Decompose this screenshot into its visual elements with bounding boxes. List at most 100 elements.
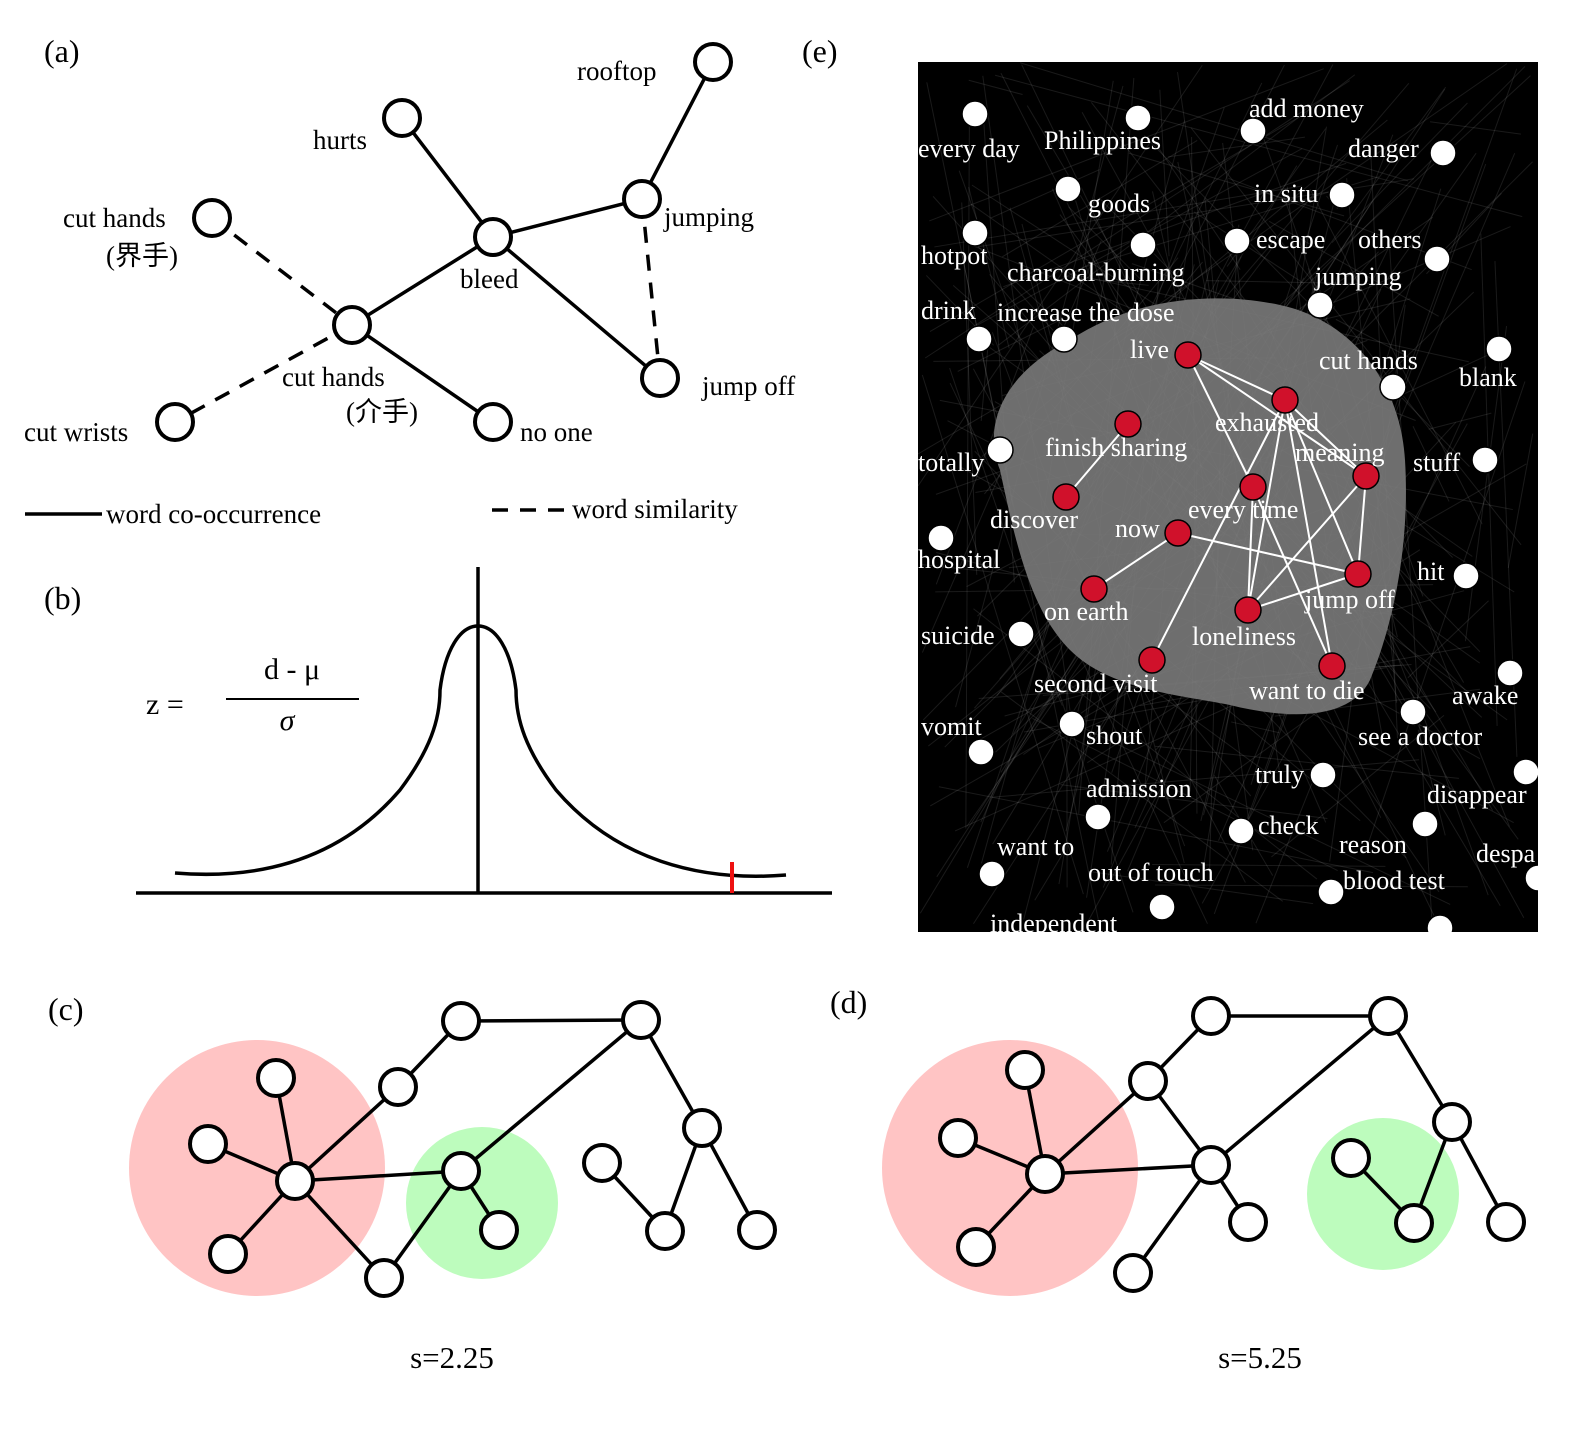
community-hull bbox=[993, 298, 1406, 715]
label-despa: despa bbox=[1476, 839, 1536, 868]
node-vomit bbox=[967, 738, 995, 766]
similarity-edge-jump bbox=[640, 198, 662, 379]
panel-d: (d) bbox=[830, 984, 1526, 1375]
node-cut-hands-2 bbox=[332, 305, 372, 345]
node-disappear bbox=[1512, 758, 1538, 786]
label-no-one: no one bbox=[520, 417, 593, 447]
panel-e-label: (e) bbox=[802, 33, 838, 69]
label-danger: danger bbox=[1348, 134, 1419, 163]
legend-similarity: word similarity bbox=[572, 494, 738, 524]
label-cut-wrists: cut wrists bbox=[24, 417, 128, 447]
node-cut-hands bbox=[1379, 373, 1407, 401]
highlight-node-want-to-die bbox=[1318, 652, 1346, 680]
node-goods bbox=[1054, 175, 1082, 203]
label-cut-hands-1: cut hands bbox=[63, 203, 166, 233]
label-hospital: hospital bbox=[918, 545, 1000, 574]
label-cut-hands: cut hands bbox=[1319, 346, 1418, 375]
node-others bbox=[1423, 245, 1451, 273]
community-red-d bbox=[882, 1040, 1138, 1296]
label-increase-the-dose: increase the dose bbox=[997, 298, 1175, 327]
network-nodes bbox=[927, 100, 1538, 932]
highlight-label-loneliness: loneliness bbox=[1192, 622, 1296, 651]
label-awake: awake bbox=[1452, 681, 1518, 710]
edge-bleed-jumpoff bbox=[491, 235, 662, 380]
panel-d-label: (d) bbox=[830, 984, 867, 1020]
label-goods: goods bbox=[1088, 189, 1150, 218]
highlight-node-jump-off bbox=[1344, 560, 1372, 588]
nodes-c bbox=[188, 1000, 777, 1298]
node-hurts bbox=[382, 98, 422, 138]
node-check bbox=[1227, 817, 1255, 845]
label-check: check bbox=[1258, 811, 1319, 840]
highlight-node-second-visit bbox=[1138, 646, 1166, 674]
node-hospital bbox=[927, 524, 955, 552]
formula-lhs: z = bbox=[146, 688, 184, 721]
label-hurts: hurts bbox=[313, 125, 367, 155]
node-in-situ bbox=[1328, 181, 1356, 209]
label-cut-hands-1-zh: (界手) bbox=[106, 241, 178, 271]
node-rooftop bbox=[693, 42, 733, 82]
highlight-node-on-earth bbox=[1080, 575, 1108, 603]
node-independent bbox=[1426, 914, 1454, 932]
label-shout: shout bbox=[1086, 721, 1143, 750]
label-escape: escape bbox=[1256, 225, 1325, 254]
node-cut-hands-1 bbox=[192, 198, 232, 238]
highlight-label-live: live bbox=[1130, 335, 1169, 364]
panel-e: (e) bbox=[802, 33, 1538, 932]
node-drink bbox=[965, 325, 993, 353]
node-want-to bbox=[978, 860, 1006, 888]
highlight-label-exhausted: exhausted bbox=[1215, 408, 1319, 437]
node-bleed bbox=[473, 217, 513, 257]
highlight-label-every-time: every time bbox=[1188, 495, 1298, 524]
panel-b-label: (b) bbox=[44, 580, 81, 616]
edge-cuthands-noone bbox=[351, 323, 494, 424]
formula-denominator: σ bbox=[280, 704, 296, 737]
highlight-node-meaning bbox=[1352, 462, 1380, 490]
label-blood-test: blood test bbox=[1343, 866, 1446, 895]
label-in-situ: in situ bbox=[1254, 179, 1318, 208]
highlight-node-loneliness bbox=[1234, 596, 1262, 624]
node-every-day bbox=[961, 100, 989, 128]
node-jumping bbox=[1306, 291, 1334, 319]
node-escape bbox=[1223, 227, 1251, 255]
label-add-money: add money bbox=[1249, 94, 1364, 123]
label-reason: reason bbox=[1339, 830, 1407, 859]
label-vomit: vomit bbox=[921, 712, 982, 741]
node-jump-off bbox=[640, 358, 680, 398]
node-see-a-doctor bbox=[1399, 698, 1427, 726]
node-totally bbox=[986, 436, 1014, 464]
highlight-label-want-to-die: want to die bbox=[1249, 676, 1365, 705]
network-labels: every day Philippines add money danger goods… bbox=[918, 94, 1536, 932]
node-admission bbox=[1084, 803, 1112, 831]
label-rooftop: rooftop bbox=[577, 56, 656, 86]
label-cut-hands-2: cut hands bbox=[282, 362, 385, 392]
node-hotpot bbox=[961, 219, 989, 247]
highlight-label-meaning: meaning bbox=[1295, 438, 1385, 467]
label-charcoal-burning: charcoal-burning bbox=[1007, 258, 1185, 287]
label-jumping: jumping bbox=[663, 202, 754, 232]
formula-numerator: d - μ bbox=[264, 653, 320, 686]
label-hotpot: hotpot bbox=[921, 241, 988, 270]
distribution-curve bbox=[174, 624, 787, 878]
label-others: others bbox=[1358, 225, 1422, 254]
highlight-label-now: now bbox=[1115, 514, 1160, 543]
highlight-node-discover bbox=[1052, 483, 1080, 511]
node-add-money bbox=[1239, 117, 1267, 145]
node-blank bbox=[1485, 335, 1513, 363]
caption-c: s=2.25 bbox=[410, 1340, 494, 1375]
label-admission: admission bbox=[1086, 774, 1191, 803]
community-green-d bbox=[1307, 1118, 1459, 1270]
highlighted-nodes bbox=[1052, 341, 1380, 680]
node-charcoal-burning bbox=[1129, 231, 1157, 259]
edge-bleed-jumping bbox=[492, 197, 643, 239]
panel-a-label: (a) bbox=[44, 33, 80, 69]
community-edges bbox=[1065, 354, 1367, 667]
edge-jumping-rooftop bbox=[640, 61, 715, 200]
highlight-node-every-time bbox=[1239, 473, 1267, 501]
label-philippines: Philippines bbox=[1044, 126, 1161, 155]
label-every-day: every day bbox=[918, 134, 1020, 163]
node-danger bbox=[1429, 139, 1457, 167]
node-increase-the-dose bbox=[1050, 325, 1078, 353]
node-truly bbox=[1309, 761, 1337, 789]
